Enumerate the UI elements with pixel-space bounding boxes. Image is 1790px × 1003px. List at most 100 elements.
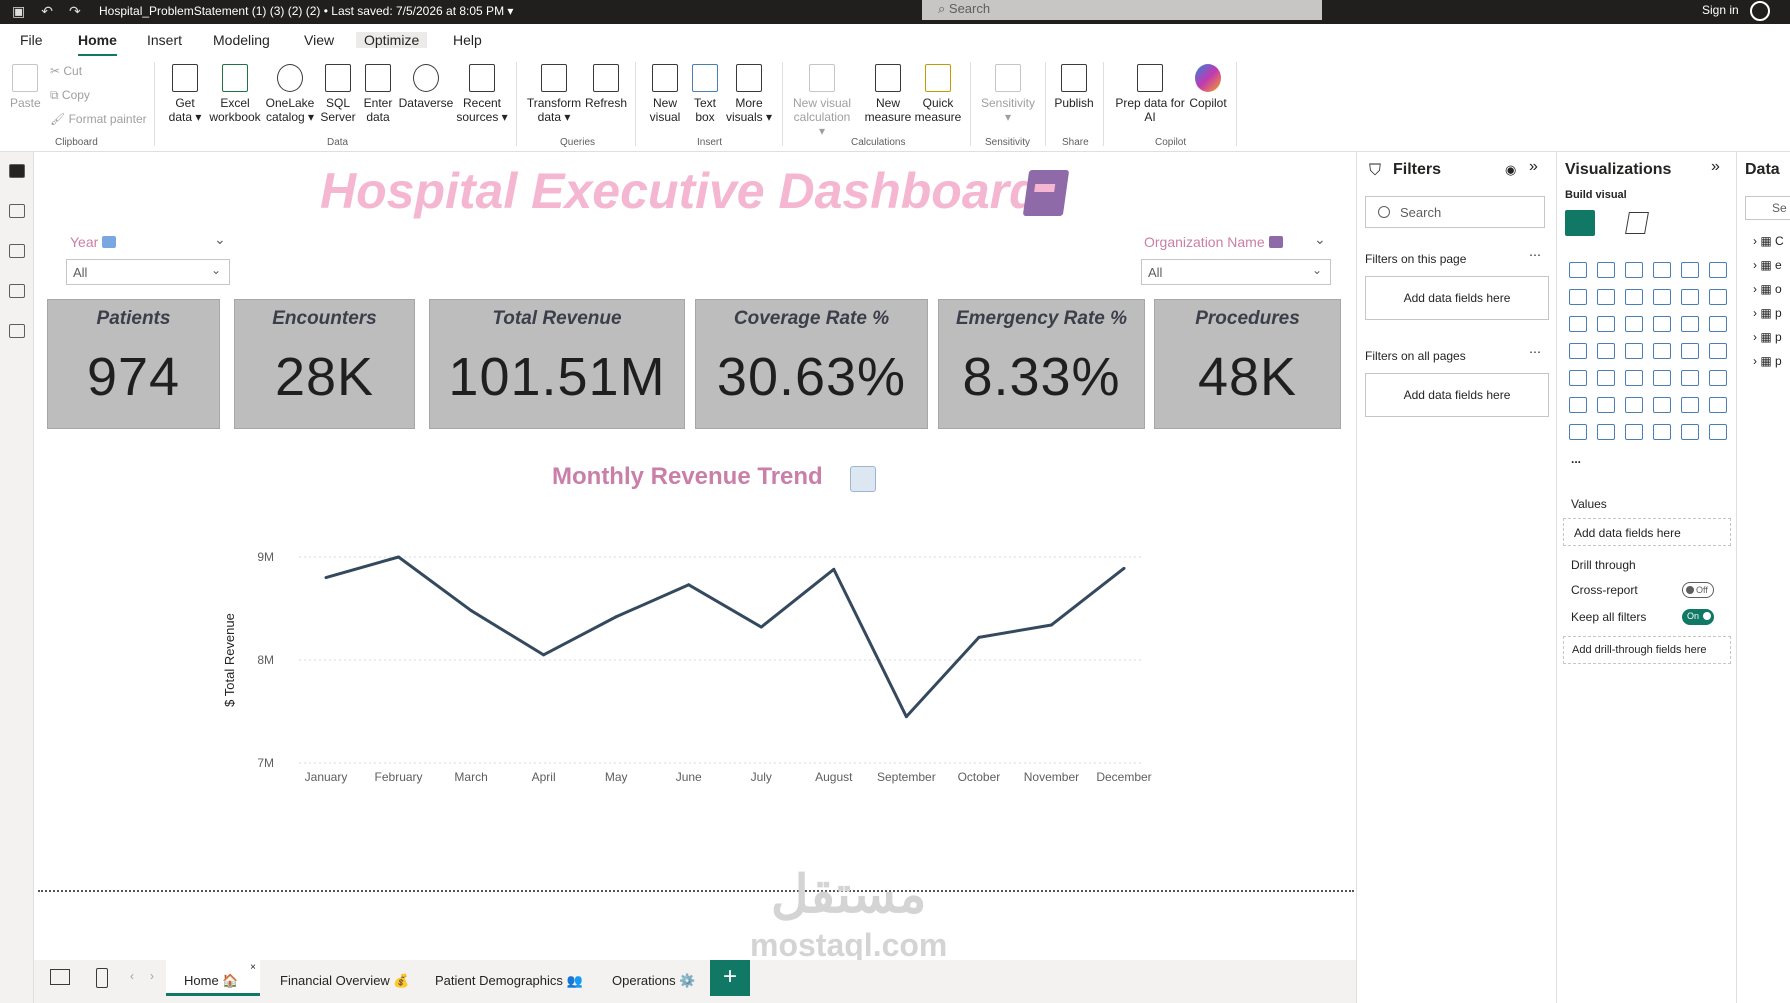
ribbon-icon[interactable] (1569, 316, 1587, 332)
prep-data-for-ai-button[interactable]: Prep data for AI (1110, 64, 1190, 124)
page-tab-financial-overview[interactable]: Financial Overview 💰 (280, 960, 410, 996)
azure-map-icon[interactable] (1653, 343, 1671, 359)
model-view-icon[interactable] (9, 244, 25, 258)
close-icon[interactable]: × (250, 962, 256, 973)
tab-view[interactable]: View (304, 32, 335, 48)
kpi-card-patients[interactable]: Patients 974 (47, 299, 220, 429)
slicer-icon[interactable] (1625, 370, 1643, 386)
dax-query-view-icon[interactable] (9, 284, 25, 298)
refresh-button[interactable]: Refresh (584, 64, 628, 110)
table-tree-item[interactable]: › ▦ p (1753, 330, 1782, 344)
cut-button[interactable]: ✂ Cut (50, 64, 83, 78)
power-apps-icon[interactable] (1597, 424, 1615, 440)
table-tree-item[interactable]: › ▦ o (1753, 282, 1782, 296)
mobile-layout-icon[interactable] (96, 968, 108, 988)
copy-button[interactable]: ⧉ Copy (50, 88, 90, 102)
filters-search-input[interactable]: Search (1365, 196, 1545, 228)
quick-measure-button[interactable]: Quick measure (914, 64, 962, 124)
sql-server-button[interactable]: SQL Server (320, 64, 356, 124)
avatar-icon[interactable] (1750, 1, 1770, 21)
more-options-icon[interactable]: ⋯ (1529, 248, 1541, 262)
stacked-area-chart-icon[interactable] (1625, 289, 1643, 305)
ribbon-chart-icon[interactable] (1653, 289, 1671, 305)
tab-help[interactable]: Help (453, 32, 482, 48)
table-icon[interactable] (1653, 370, 1671, 386)
collapse-pane-icon[interactable]: » (1529, 158, 1538, 175)
add-page-button[interactable]: + (710, 960, 750, 996)
pie-chart-icon[interactable] (1681, 316, 1699, 332)
excel-workbook-button[interactable]: Excel workbook (206, 64, 264, 124)
format-painter-button[interactable]: 🖌 Format painter (50, 112, 147, 126)
kpi-card-total-revenue[interactable]: Total Revenue 101.51M (429, 299, 685, 429)
year-slicer-dropdown[interactable]: All ⌄ (66, 259, 230, 285)
drill-through-drop-zone[interactable]: Add drill-through fields here (1563, 636, 1731, 664)
copilot-button[interactable]: Copilot (1188, 64, 1228, 110)
kpi-card-procedures[interactable]: Procedures 48K (1154, 299, 1341, 429)
sensitivity-button[interactable]: Sensitivity ▾ (977, 64, 1039, 124)
paste-button[interactable]: Paste (10, 64, 41, 110)
new-visual-calculation-button[interactable]: New visual calculation ▾ (790, 64, 854, 138)
narrative-icon[interactable] (1681, 397, 1699, 413)
get-data-button[interactable]: Get data ▾ (165, 64, 205, 124)
page-tab-home[interactable]: Home 🏠 × (166, 960, 260, 996)
build-visual-tab-icon[interactable] (1565, 210, 1595, 236)
map-icon[interactable] (1597, 343, 1615, 359)
more-visuals-ellipsis[interactable]: ... (1571, 452, 1582, 466)
undo-icon[interactable]: ↶ (41, 3, 53, 19)
python-visual-icon[interactable] (1569, 397, 1587, 413)
stacked-column-chart-icon[interactable] (1597, 262, 1615, 278)
key-influencers-icon[interactable] (1597, 397, 1615, 413)
dataverse-button[interactable]: Dataverse (398, 64, 454, 110)
values-drop-zone[interactable]: Add data fields here (1563, 518, 1731, 546)
desktop-layout-icon[interactable] (50, 969, 70, 985)
cross-report-toggle[interactable]: Off (1682, 582, 1714, 598)
onelake-catalog-button[interactable]: OneLake catalog ▾ (264, 64, 316, 124)
paginated-report-icon[interactable] (1569, 424, 1587, 440)
card-icon[interactable] (1709, 343, 1727, 359)
eye-icon[interactable]: ◉ (1505, 162, 1517, 177)
line-column-chart-icon[interactable] (1681, 289, 1699, 305)
tab-insert[interactable]: Insert (147, 32, 183, 48)
clustered-bar-chart-icon[interactable] (1625, 262, 1643, 278)
save-icon[interactable]: ▣ (12, 3, 26, 19)
tmdl-view-icon[interactable] (9, 324, 25, 338)
collapse-pane-icon[interactable]: » (1711, 158, 1720, 175)
tab-file[interactable]: File (20, 32, 43, 48)
tab-home[interactable]: Home (78, 32, 117, 56)
title-search-input[interactable]: ⌕ Search (922, 0, 1322, 20)
format-visual-tab-icon[interactable] (1625, 212, 1649, 234)
more-options-icon[interactable]: ⋯ (1529, 345, 1541, 359)
area-chart-icon[interactable] (1597, 289, 1615, 305)
redo-icon[interactable]: ↷ (68, 3, 81, 19)
r-visual-icon[interactable] (1709, 370, 1727, 386)
line-clustered-column-icon[interactable] (1709, 289, 1727, 305)
table-view-icon[interactable] (9, 204, 25, 218)
page-tab-operations[interactable]: Operations ⚙️ (612, 960, 695, 996)
more-visuals-button[interactable]: More visuals ▾ (724, 64, 774, 124)
kpi-card-emergency-rate[interactable]: Emergency Rate % 8.33% (938, 299, 1145, 429)
transform-data-button[interactable]: Transform data ▾ (526, 64, 582, 124)
stacked-bar-chart-icon[interactable] (1569, 262, 1587, 278)
organization-slicer-dropdown[interactable]: All ⌄ (1141, 259, 1331, 285)
page-filter-drop-zone[interactable]: Add data fields here (1365, 276, 1549, 320)
sign-in-link[interactable]: Sign in (1702, 3, 1739, 17)
page-tab-patient-demographics[interactable]: Patient Demographics 👥 (435, 960, 583, 996)
data-search-input[interactable]: Se (1745, 196, 1790, 220)
table-tree-item[interactable]: › ▦ e (1753, 258, 1782, 272)
enter-data-button[interactable]: Enter data (360, 64, 396, 124)
clustered-column-chart-icon[interactable] (1653, 262, 1671, 278)
power-automate-icon[interactable] (1625, 424, 1643, 440)
waterfall-chart-icon[interactable] (1597, 316, 1615, 332)
multi-row-card-icon[interactable] (1569, 370, 1587, 386)
monthly-revenue-line-chart[interactable]: 7M 8M 9M $ Total Revenue January February Marc… (34, 152, 1356, 892)
diamond-visual-icon[interactable] (1681, 424, 1699, 440)
new-measure-button[interactable]: New measure (864, 64, 912, 124)
treemap-icon[interactable] (1569, 343, 1587, 359)
report-view-icon[interactable] (9, 164, 25, 178)
qa-icon[interactable] (1653, 397, 1671, 413)
new-visual-button[interactable]: New visual (645, 64, 685, 124)
goals-icon[interactable] (1709, 397, 1727, 413)
donut-chart-icon[interactable] (1709, 316, 1727, 332)
table-tree-item[interactable]: › ▦ C (1753, 234, 1784, 248)
kpi-icon[interactable] (1597, 370, 1615, 386)
